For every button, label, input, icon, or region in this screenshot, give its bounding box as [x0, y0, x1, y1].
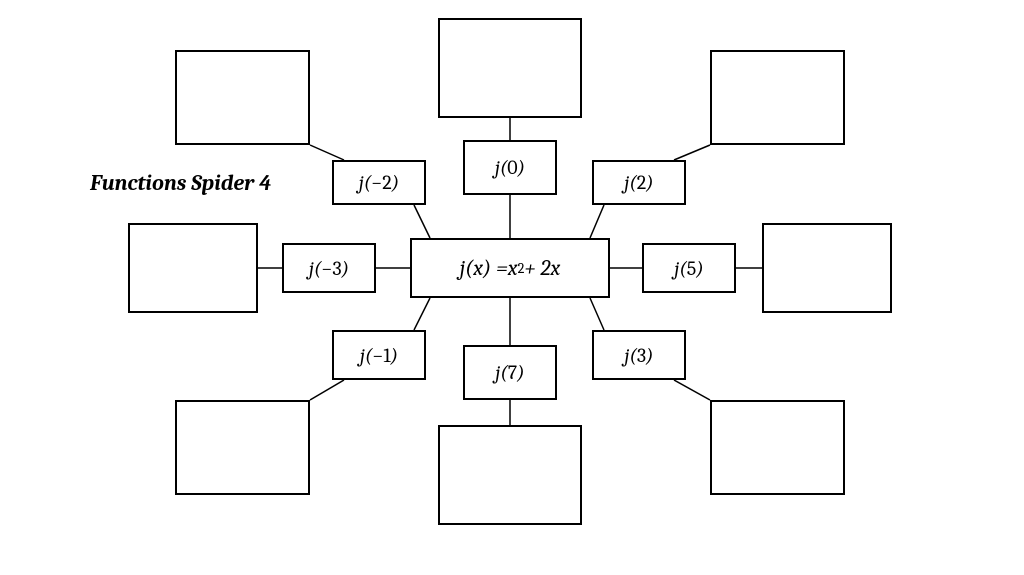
center-formula-box: j(x) = x2 + 2x — [410, 238, 610, 298]
answer-box-out-br[interactable] — [710, 400, 845, 495]
answer-box-out-r[interactable] — [762, 223, 892, 313]
inner-box-jm2: j(−2) — [332, 160, 426, 205]
inner-box-jm1: j(−1) — [332, 330, 426, 380]
answer-box-out-top[interactable] — [438, 18, 582, 118]
inner-box-j3: j(3) — [592, 330, 686, 380]
inner-box-j5: j(5) — [642, 243, 736, 293]
inner-box-jm3: j(−3) — [282, 243, 376, 293]
answer-box-out-tl[interactable] — [175, 50, 310, 145]
diagram-title: Functions Spider 4 — [90, 170, 271, 196]
answer-box-out-bottom[interactable] — [438, 425, 582, 525]
inner-box-j0: j(0) — [463, 140, 557, 195]
inner-box-j2: j(2) — [592, 160, 686, 205]
answer-box-out-l[interactable] — [128, 223, 258, 313]
inner-box-j7: j(7) — [463, 345, 557, 400]
answer-box-out-tr[interactable] — [710, 50, 845, 145]
answer-box-out-bl[interactable] — [175, 400, 310, 495]
